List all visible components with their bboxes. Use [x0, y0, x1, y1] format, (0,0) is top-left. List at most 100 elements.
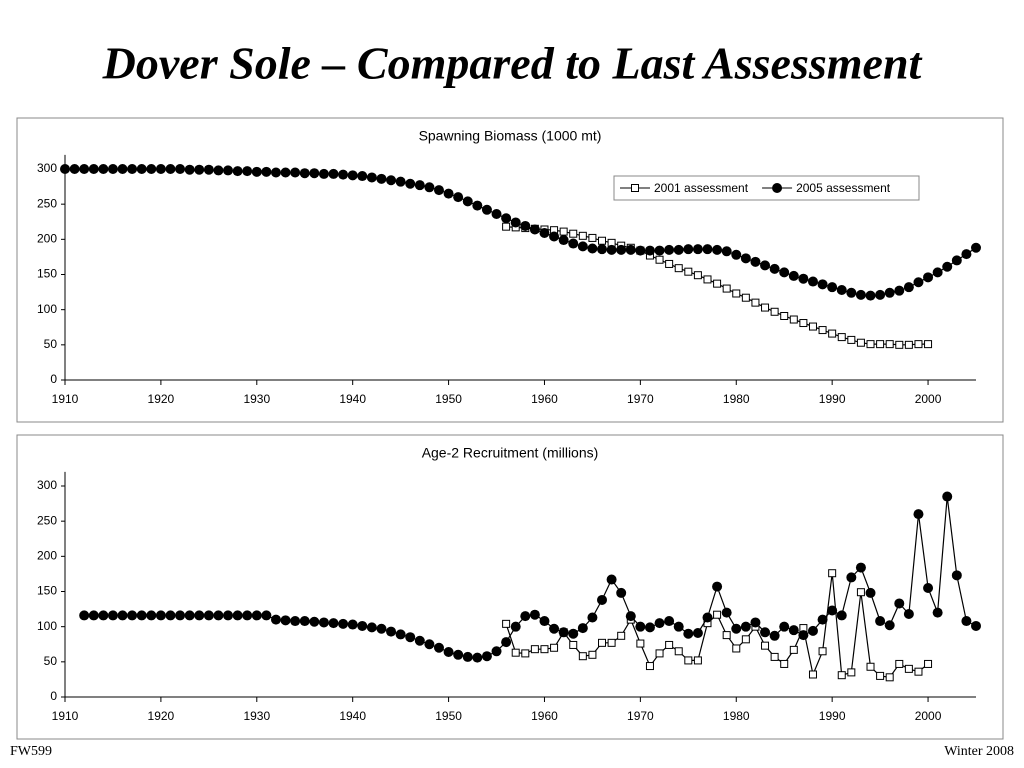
marker-circle: [481, 651, 492, 662]
marker-circle: [347, 619, 358, 630]
marker-circle: [597, 594, 608, 605]
marker-circle: [923, 582, 934, 593]
marker-square: [722, 631, 731, 640]
marker-circle: [433, 185, 444, 196]
marker-circle: [299, 168, 310, 179]
marker-circle: [481, 204, 492, 215]
x-tick-label: 1970: [627, 709, 654, 723]
marker-circle: [884, 620, 895, 631]
marker-square: [578, 652, 587, 661]
marker-square: [588, 233, 597, 242]
marker-circle: [136, 610, 147, 621]
marker-square: [588, 650, 597, 659]
footer-right: Winter 2008: [944, 744, 1014, 759]
marker-circle: [625, 244, 636, 255]
marker-circle: [395, 629, 406, 640]
marker-circle: [855, 289, 866, 300]
marker-circle: [232, 166, 243, 177]
marker-circle: [836, 610, 847, 621]
marker-circle: [69, 164, 80, 174]
y-tick-label: 100: [37, 619, 57, 633]
footer-left: FW599: [10, 744, 52, 759]
marker-square: [924, 659, 933, 668]
marker-square: [521, 649, 530, 658]
marker-circle: [424, 639, 435, 650]
marker-circle: [875, 289, 886, 300]
marker-square: [828, 569, 837, 578]
marker-circle: [961, 249, 972, 260]
marker-square: [598, 638, 607, 647]
marker-circle: [635, 245, 646, 256]
marker-circle: [855, 562, 866, 573]
marker-circle: [146, 164, 157, 174]
chart-frame: [16, 117, 1004, 423]
marker-circle: [654, 245, 665, 256]
marker-square: [856, 588, 865, 597]
marker-circle: [635, 621, 646, 632]
x-tick-label: 1950: [435, 392, 462, 406]
marker-circle: [261, 610, 272, 621]
marker-circle: [395, 176, 406, 187]
marker-circle: [98, 610, 109, 621]
x-tick-label: 1930: [243, 709, 270, 723]
marker-circle: [673, 621, 684, 632]
marker-square: [876, 671, 885, 680]
marker-circle: [338, 169, 349, 180]
marker-circle: [721, 607, 732, 618]
marker-circle: [712, 581, 723, 592]
series-line: [84, 496, 977, 659]
marker-circle: [443, 646, 454, 657]
marker-circle: [702, 612, 713, 623]
marker-circle: [798, 630, 809, 641]
marker-circle: [903, 282, 914, 293]
marker-circle: [606, 244, 617, 255]
marker-square: [578, 231, 587, 240]
chart-title: Spawning Biomass (1000 mt): [419, 128, 602, 144]
marker-square: [713, 279, 722, 288]
marker-circle: [88, 610, 99, 621]
x-tick-label: 1970: [627, 392, 654, 406]
y-tick-label: 300: [37, 161, 57, 175]
marker-circle: [932, 267, 943, 278]
marker-circle: [203, 164, 214, 175]
y-tick-label: 150: [37, 584, 57, 598]
marker-circle: [107, 610, 118, 621]
marker-square: [693, 271, 702, 280]
marker-square: [693, 656, 702, 665]
marker-square: [924, 340, 933, 349]
marker-square: [665, 259, 674, 268]
marker-circle: [520, 220, 531, 231]
marker-circle: [779, 621, 790, 632]
marker-circle: [98, 164, 109, 174]
marker-circle: [251, 610, 262, 621]
marker-square: [895, 659, 904, 668]
marker-square: [914, 667, 923, 676]
marker-circle: [577, 241, 588, 252]
marker-circle: [175, 610, 186, 621]
legend-label: 2005 assessment: [796, 181, 891, 195]
marker-circle: [309, 616, 320, 627]
marker-circle: [79, 164, 90, 174]
marker-circle: [616, 587, 627, 598]
marker-circle: [261, 166, 272, 177]
marker-circle: [750, 256, 761, 267]
marker-circle: [270, 167, 281, 178]
marker-circle: [309, 168, 320, 179]
marker-circle: [772, 183, 783, 193]
chart-frame: [16, 434, 1004, 740]
marker-circle: [165, 164, 176, 174]
marker-circle: [597, 244, 608, 255]
marker-circle: [865, 587, 876, 598]
marker-circle: [779, 267, 790, 278]
x-tick-label: 1940: [339, 709, 366, 723]
marker-circle: [951, 255, 962, 266]
marker-circle: [60, 164, 70, 174]
marker-square: [530, 645, 539, 654]
marker-circle: [539, 616, 550, 627]
marker-circle: [817, 279, 828, 290]
marker-circle: [127, 610, 138, 621]
marker-circle: [760, 627, 771, 638]
marker-square: [655, 255, 664, 264]
marker-circle: [146, 610, 157, 621]
marker-square: [808, 322, 817, 331]
